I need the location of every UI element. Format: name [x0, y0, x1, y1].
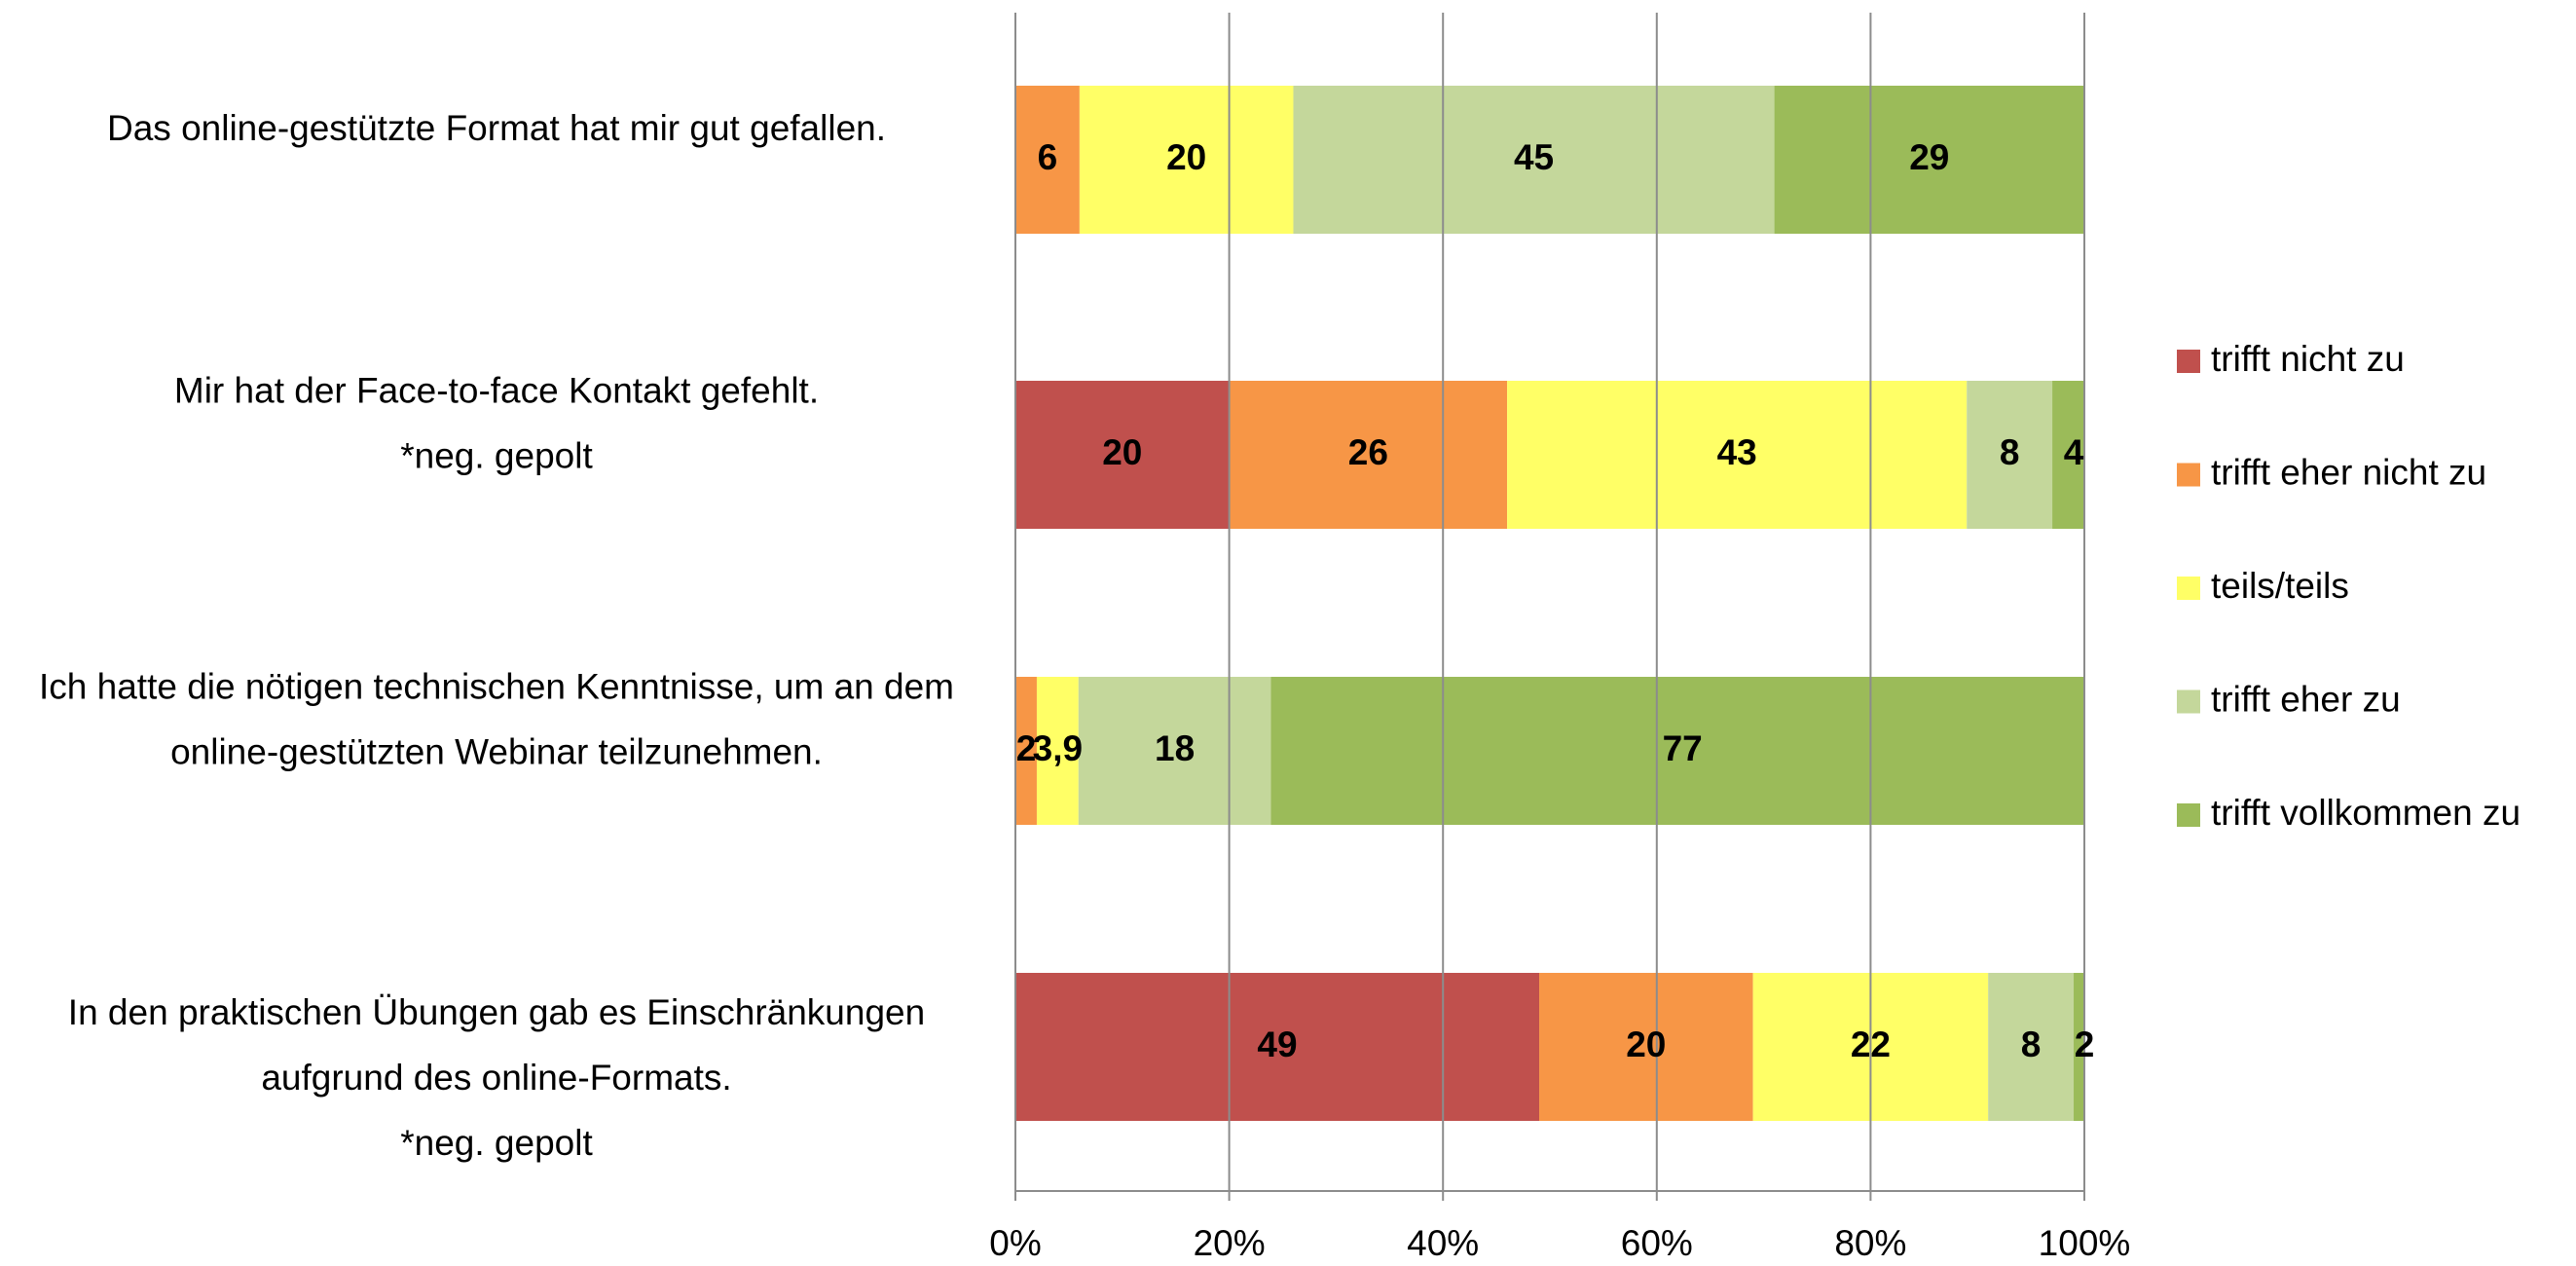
x-tick-label: 60% — [1621, 1223, 1693, 1263]
x-tick-label: 0% — [989, 1223, 1041, 1263]
category-label: Ich hatte die nötigen technischen Kenntn… — [39, 666, 954, 706]
bar-segment — [1079, 86, 1294, 234]
x-tick-label: 100% — [2039, 1223, 2131, 1263]
data-label: 20 — [1166, 137, 1206, 177]
data-label: 77 — [1663, 728, 1703, 768]
category-label: In den praktischen Übungen gab es Einsch… — [68, 992, 925, 1032]
bar-segment — [1015, 381, 1230, 529]
data-label: 2 — [2075, 1024, 2095, 1064]
bar-segment — [1539, 973, 1753, 1121]
x-tick-label: 80% — [1834, 1223, 1906, 1263]
data-label: 45 — [1514, 137, 1554, 177]
data-label: 20 — [1626, 1024, 1666, 1064]
category-label: Das online-gestützte Format hat mir gut … — [107, 108, 886, 148]
legend-swatch — [2177, 350, 2200, 373]
bar-segment — [1774, 86, 2084, 234]
bar-segment — [1015, 86, 1080, 234]
bar-segment — [1015, 973, 1540, 1121]
data-label: 8 — [2000, 432, 2020, 472]
bar-segment — [1270, 677, 2084, 825]
legend-label: teils/teils — [2211, 566, 2349, 606]
data-label: 6 — [1038, 137, 1058, 177]
data-label: 4 — [2064, 432, 2084, 472]
category-label: aufgrund des online-Formats. — [261, 1058, 731, 1098]
data-label: 2 — [1016, 728, 1037, 768]
data-label: 26 — [1348, 432, 1388, 472]
legend-label: trifft eher zu — [2211, 679, 2401, 719]
x-tick-label: 40% — [1407, 1223, 1479, 1263]
x-tick-label: 20% — [1194, 1223, 1266, 1263]
data-label: 49 — [1257, 1024, 1297, 1064]
data-label: 8 — [2021, 1024, 2042, 1064]
bar-segment — [1036, 677, 1079, 825]
legend-swatch — [2177, 463, 2200, 487]
bar-segment — [1988, 973, 2075, 1121]
bar-segment — [1507, 381, 1968, 529]
category-label: *neg. gepolt — [400, 435, 593, 475]
bar-segment — [1229, 381, 1508, 529]
data-label: 3,9 — [1033, 728, 1083, 768]
category-label: *neg. gepolt — [400, 1123, 593, 1163]
legend-swatch — [2177, 803, 2200, 827]
data-label: 22 — [1851, 1024, 1891, 1064]
data-label: 20 — [1102, 432, 1142, 472]
legend-label: trifft eher nicht zu — [2211, 452, 2486, 492]
bar-segment — [1015, 677, 1037, 825]
bar-segment — [2052, 381, 2084, 529]
legend-swatch — [2177, 689, 2200, 714]
legend-label: trifft nicht zu — [2211, 339, 2405, 379]
category-label: online-gestützten Webinar teilzunehmen. — [170, 731, 823, 771]
bar-segment — [1078, 677, 1271, 825]
legend-label: trifft vollkommen zu — [2211, 793, 2521, 833]
data-label: 43 — [1717, 432, 1757, 472]
bar-segment — [1967, 381, 2053, 529]
legend-swatch — [2177, 577, 2200, 600]
data-label: 29 — [1909, 137, 1949, 177]
bar-segment — [2074, 973, 2084, 1121]
plot-area — [1015, 86, 2084, 1121]
data-label: 18 — [1155, 728, 1195, 768]
category-label: Mir hat der Face-to-face Kontakt gefehlt… — [174, 370, 819, 410]
bar-segment — [1293, 86, 1775, 234]
